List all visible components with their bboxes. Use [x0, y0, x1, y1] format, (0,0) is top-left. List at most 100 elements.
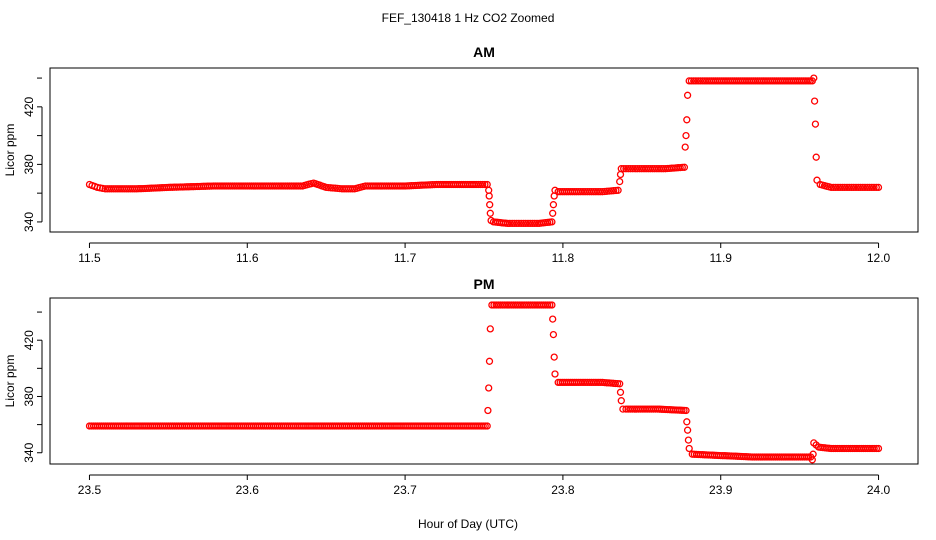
am-plot-frame	[49, 67, 919, 233]
am-data-point	[98, 184, 107, 193]
am-data-point	[838, 183, 847, 192]
am-x-tick-label: 11.9	[709, 251, 732, 265]
am-data-point	[861, 183, 869, 192]
am-data-point	[854, 183, 862, 192]
pm-data-point	[485, 384, 493, 392]
shared-x-axis-label: Hour of Day (UTC)	[418, 517, 518, 531]
pm-data-point	[486, 325, 494, 333]
am-x-tick-label: 11.5	[78, 251, 101, 265]
am-data-point	[680, 163, 689, 171]
am-data-point	[616, 170, 625, 179]
pm-data-point	[484, 406, 492, 415]
am-data-point	[690, 77, 698, 85]
am-data-point	[870, 183, 878, 192]
pm-data-point	[549, 330, 558, 339]
am-data-point	[841, 183, 849, 192]
pm-data-point	[616, 388, 625, 396]
am-data-points	[85, 74, 883, 228]
chart-panels: AM 11.5 11.6 11.7 11.8 11.9 12.0 340 380 420 Licor…	[3, 44, 919, 497]
am-data-point	[847, 183, 856, 192]
pm-data-point	[550, 353, 558, 361]
pm-y-tick-label: 420	[22, 330, 36, 350]
am-data-point	[687, 77, 696, 85]
am-panel-title: AM	[473, 44, 495, 60]
pm-data-point	[617, 397, 625, 405]
pm-data-point	[809, 450, 817, 458]
pm-data-point	[682, 406, 690, 415]
pm-data-point	[551, 370, 559, 378]
pm-data-point	[549, 315, 557, 323]
am-y-tick-label: 380	[22, 154, 36, 174]
am-data-point	[811, 120, 820, 128]
am-panel: AM 11.5 11.6 11.7 11.8 11.9 12.0 340 380 420 Licor…	[3, 44, 919, 265]
am-data-point	[476, 180, 485, 189]
am-data-point	[549, 201, 558, 209]
am-data-point	[685, 77, 693, 85]
am-data-point	[868, 183, 876, 192]
am-data-point	[863, 183, 871, 192]
am-data-point	[631, 165, 639, 173]
am-data-point	[549, 209, 557, 217]
pm-data-point	[548, 301, 556, 309]
am-data-point	[874, 183, 883, 192]
am-data-point	[517, 219, 525, 228]
am-data-point	[872, 183, 880, 192]
pm-data-point	[685, 444, 693, 453]
am-x-tick-label: 12.0	[867, 251, 891, 265]
am-data-point	[486, 201, 494, 209]
pm-data-point	[485, 357, 494, 365]
am-data-point	[506, 219, 514, 228]
pm-data-point	[616, 380, 624, 388]
am-y-tick-label: 340	[22, 212, 36, 232]
am-data-point	[596, 188, 604, 196]
pm-y-tick-label: 380	[22, 386, 36, 406]
pm-data-point	[684, 436, 693, 444]
pm-x-tick-label: 23.7	[393, 483, 417, 497]
am-data-point	[508, 219, 516, 228]
pm-data-points	[85, 301, 883, 464]
am-data-point	[810, 97, 819, 105]
pm-panel: PM 23.5 23.6 23.7 23.8 23.9 24.0 340 380 420 Licor…	[3, 276, 919, 497]
am-data-point	[616, 177, 624, 186]
am-data-point	[614, 186, 622, 194]
am-data-point	[548, 218, 556, 226]
pm-data-point	[683, 418, 691, 426]
pm-data-point	[483, 422, 491, 430]
am-data-point	[296, 182, 305, 190]
pm-data-point	[544, 301, 552, 309]
am-data-point	[629, 165, 637, 173]
am-y-axis-label: Licor ppm	[3, 124, 17, 177]
pm-x-tick-label: 24.0	[867, 483, 891, 497]
am-data-point	[832, 183, 840, 192]
am-data-point	[845, 183, 853, 192]
am-data-point	[850, 183, 858, 192]
pm-plot-frame	[49, 297, 919, 465]
am-data-point	[856, 183, 865, 192]
am-data-point	[504, 219, 512, 228]
am-data-point	[510, 219, 519, 228]
am-x-tick-label: 11.8	[552, 251, 575, 265]
pm-data-point	[874, 444, 883, 453]
pm-y-axis-label: Licor ppm	[3, 355, 17, 408]
am-data-point	[522, 219, 530, 228]
am-data-point	[834, 183, 842, 192]
am-data-point	[479, 180, 487, 189]
pm-y-tick-label: 340	[22, 442, 36, 462]
pm-x-tick-label: 23.6	[236, 483, 260, 497]
pm-x-tick-label: 23.5	[78, 483, 102, 497]
am-data-point	[626, 165, 635, 173]
am-data-point	[829, 183, 838, 192]
pm-data-point	[683, 426, 692, 434]
am-data-point	[633, 165, 641, 173]
pm-data-point	[546, 301, 554, 309]
am-data-point	[683, 116, 691, 124]
am-data-point	[810, 74, 818, 82]
am-data-point	[519, 219, 528, 228]
am-data-point	[524, 219, 532, 228]
am-data-point	[694, 77, 702, 85]
am-data-point	[827, 183, 835, 192]
am-data-point	[683, 91, 692, 99]
am-data-point	[485, 192, 493, 200]
pm-x-tick-label: 23.8	[551, 483, 575, 497]
am-data-point	[348, 185, 357, 193]
